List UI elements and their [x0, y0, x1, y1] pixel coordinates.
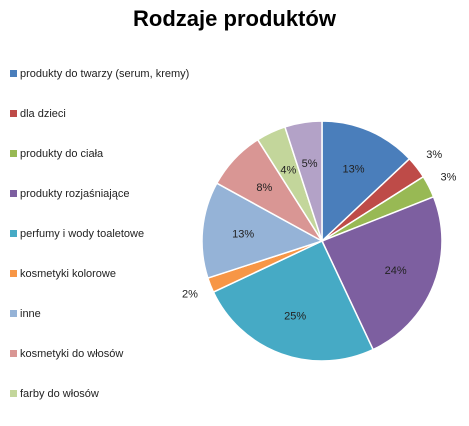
legend-item: perfumy i wody toaletowe — [10, 226, 195, 242]
pie-slice — [201, 182, 324, 280]
legend-swatch — [10, 390, 17, 397]
pie-slice — [212, 240, 375, 362]
pie-slice — [321, 120, 411, 243]
legend-label: inne — [20, 308, 41, 320]
legend-swatch — [10, 270, 17, 277]
legend-swatch — [10, 310, 17, 317]
legend-swatch — [10, 150, 17, 157]
slice-value-label: 2% — [182, 288, 198, 300]
slice-value-label: 3% — [426, 149, 442, 161]
legend-label: kosmetyki do włosów — [20, 348, 124, 360]
legend-label: produkty do ciała — [20, 148, 104, 160]
legend-item: dla dzieci — [10, 106, 195, 122]
slice-value-label: 24% — [385, 265, 407, 277]
pie-slice — [320, 195, 443, 351]
pie-slice — [283, 120, 323, 242]
legend: produkty do twarzy (serum, kremy) dla dzi… — [10, 66, 195, 426]
legend-swatch — [10, 70, 17, 77]
legend-item: produkty do ciała — [10, 146, 195, 162]
legend-label: dla dzieci — [20, 108, 66, 120]
legend-swatch — [10, 230, 17, 237]
legend-swatch — [10, 110, 17, 117]
slice-value-label: 13% — [232, 229, 254, 241]
slice-value-label: 4% — [280, 164, 296, 176]
legend-item: farby do włosów — [10, 386, 195, 402]
legend-label: produkty rozjaśniające — [20, 188, 130, 200]
legend-label: perfumy i wody toaletowe — [20, 228, 145, 240]
slice-value-label: 8% — [256, 182, 272, 194]
slice-value-label: 25% — [284, 311, 306, 323]
legend-label: produkty do twarzy (serum, kremy) — [20, 68, 190, 80]
slice-value-label: 3% — [441, 172, 457, 184]
legend-swatch — [10, 350, 17, 357]
legend-item: produkty rozjaśniające — [10, 186, 195, 202]
legend-swatch — [10, 190, 17, 197]
legend-item: kosmetyki do włosów — [10, 346, 195, 362]
legend-label: farby do włosów — [20, 388, 99, 400]
chart-title: Rodzaje produktów — [133, 6, 336, 31]
legend-item: inne — [10, 306, 195, 322]
slice-value-label: 5% — [302, 158, 318, 170]
legend-item: kosmetyki kolorowe — [10, 266, 195, 282]
legend-label: kosmetyki kolorowe — [20, 268, 116, 280]
legend-item: produkty do twarzy (serum, kremy) — [10, 66, 195, 82]
slice-value-label: 13% — [342, 163, 364, 175]
